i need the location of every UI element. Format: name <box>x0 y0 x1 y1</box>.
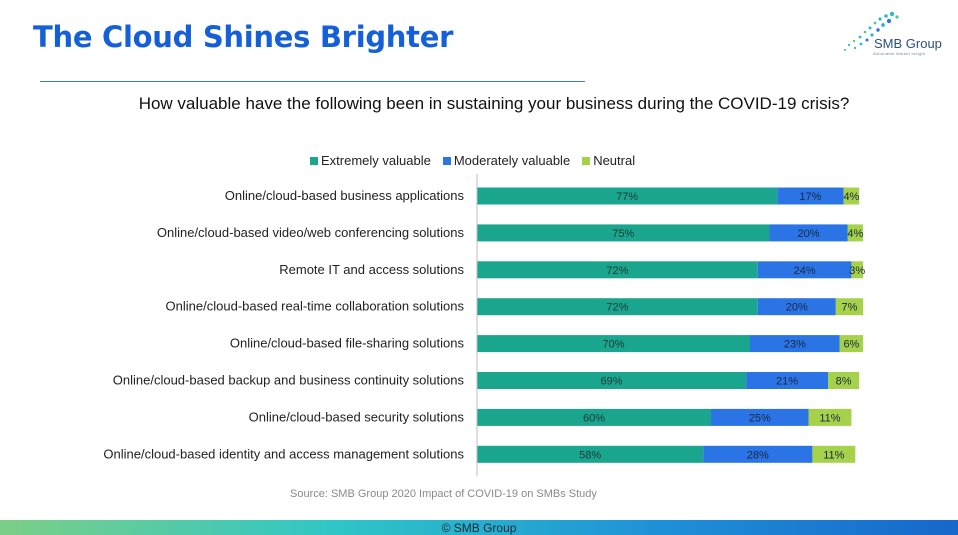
data-label: 6% <box>843 339 859 351</box>
category-label: Online/cloud-based backup and business c… <box>113 373 465 388</box>
bar-segment <box>711 408 809 426</box>
bar-segment <box>828 372 860 389</box>
chart-legend: Extremely valuable Moderately valuable N… <box>310 153 635 168</box>
category-label: Online/cloud-based security solutions <box>249 409 465 424</box>
data-label: 70% <box>602 339 624 351</box>
category-label: Online/cloud-based file-sharing solution… <box>230 336 465 351</box>
category-label: Remote IT and access solutions <box>279 262 464 277</box>
bar-segment <box>477 335 750 353</box>
legend-item-moderately: Moderately valuable <box>442 153 571 168</box>
stacked-bar-chart: Online/cloud-based business applications… <box>103 174 865 477</box>
bar-segment <box>757 261 852 279</box>
legend-swatch <box>442 156 451 165</box>
data-label: 25% <box>749 412 771 424</box>
data-label: 72% <box>606 302 628 314</box>
survey-question: How valuable have the following been in … <box>138 94 850 113</box>
data-label: 24% <box>794 265 816 277</box>
data-label: 4% <box>847 228 863 240</box>
data-label: 21% <box>776 376 798 388</box>
category-label: Online/cloud-based video/web conferencin… <box>157 225 465 240</box>
source-note: Source: SMB Group 2020 Impact of COVID-1… <box>290 488 597 500</box>
data-label: 4% <box>843 191 859 203</box>
data-label: 20% <box>786 302 808 314</box>
page-title: The Cloud Shines Brighter <box>33 20 454 54</box>
legend-label: Moderately valuable <box>453 153 571 168</box>
data-label: 17% <box>799 191 821 203</box>
legend-item-neutral: Neutral <box>582 153 635 168</box>
bar-segment <box>477 187 778 205</box>
bar-segment <box>750 335 840 353</box>
bar-segment <box>777 187 844 205</box>
bar-segment <box>843 187 860 205</box>
data-label: 75% <box>612 228 634 240</box>
category-label: Online/cloud-based business applications <box>225 188 465 203</box>
bar-segment <box>839 335 864 353</box>
logo-tagline: Actionable Market Insight <box>873 51 926 56</box>
bar-segment <box>477 372 747 389</box>
legend-label: Extremely valuable <box>321 153 431 168</box>
category-label: Online/cloud-based real-time collaborati… <box>166 299 465 314</box>
legend-swatch <box>582 156 591 165</box>
category-label: Online/cloud-based identity and access m… <box>103 446 464 461</box>
data-label: 72% <box>606 265 628 277</box>
data-label: 77% <box>616 191 638 203</box>
data-label: 3% <box>849 265 865 277</box>
data-label: 23% <box>784 339 806 351</box>
bar-segment <box>769 224 848 242</box>
bar-segment <box>746 372 828 389</box>
data-label: 7% <box>841 302 857 314</box>
data-label: 58% <box>579 449 601 461</box>
title-divider <box>40 81 585 82</box>
bar-segment <box>812 445 856 463</box>
bar-segment <box>477 261 758 279</box>
bar-segment <box>477 408 711 426</box>
bar-segment <box>835 298 864 316</box>
footer-copyright: © SMB Group <box>441 521 517 535</box>
bar-segment <box>477 224 770 242</box>
bar-segment <box>757 298 836 316</box>
data-label: 11% <box>819 412 840 424</box>
bar-segment <box>477 445 704 463</box>
data-label: 20% <box>797 228 819 240</box>
data-label: 8% <box>836 376 852 388</box>
legend-item-extremely: Extremely valuable <box>310 153 431 168</box>
bar-segment <box>851 261 864 279</box>
bar-segment <box>477 298 758 316</box>
bar-segment <box>808 408 852 426</box>
data-label: 28% <box>747 449 769 461</box>
bar-segment <box>847 224 864 242</box>
bar-segment <box>703 445 813 463</box>
legend-swatch <box>310 156 318 165</box>
logo-text: SMB Group <box>874 36 942 51</box>
data-label: 69% <box>601 376 623 388</box>
dot-swirl-icon <box>844 11 899 51</box>
data-label: 11% <box>823 449 844 461</box>
legend-label: Neutral <box>593 153 636 168</box>
footer-gradient-bar <box>0 520 958 535</box>
data-label: 60% <box>583 412 605 424</box>
